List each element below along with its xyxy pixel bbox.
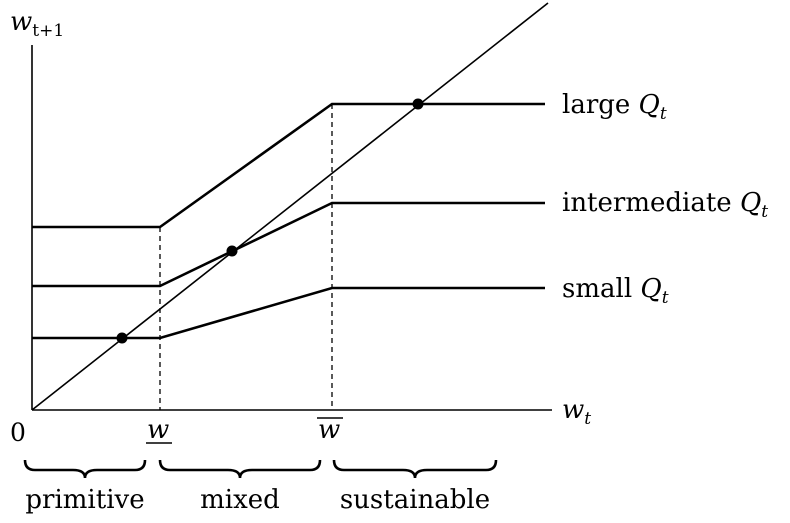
steady-state-point-intermediate	[226, 245, 238, 257]
intermediate-q-label: intermediate Qt	[562, 188, 768, 222]
small-q-label: small Qt	[562, 274, 669, 308]
large-q-label: large Qt	[562, 90, 667, 124]
y-axis-label: wt+1	[10, 7, 64, 41]
large-q-curve	[32, 102, 545, 229]
primitive-region-label: primitive	[25, 485, 144, 515]
origin-label: 0	[10, 418, 26, 447]
steady-state-point-small	[116, 332, 128, 344]
mixed-region-label: mixed	[200, 485, 280, 515]
primitive-brace	[23, 459, 147, 479]
sustainable-brace	[332, 459, 498, 479]
mixed-brace	[158, 459, 322, 479]
x-axis-label: wt	[562, 395, 591, 429]
lower-threshold-label: w	[147, 415, 169, 445]
sustainable-region-label: sustainable	[340, 485, 490, 515]
steady-state-point-large	[412, 98, 424, 110]
intermediate-q-curve	[32, 201, 545, 288]
small-q-curve	[32, 286, 545, 340]
forty-five-degree-line	[31, 2, 549, 411]
upper-threshold-label: w	[318, 415, 340, 445]
